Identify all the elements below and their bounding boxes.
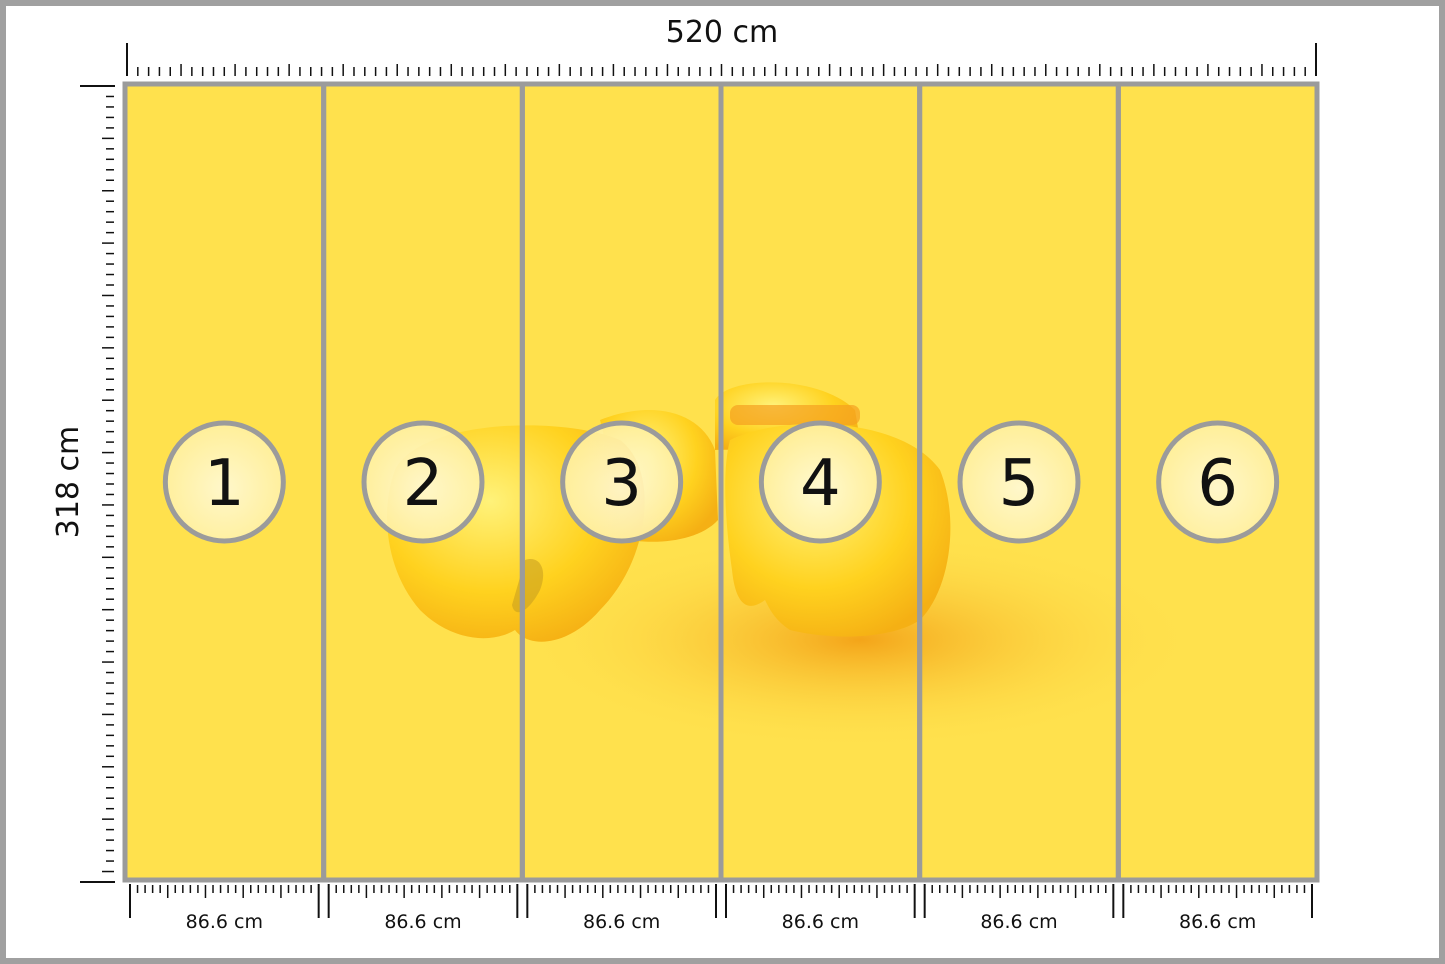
panel-width-label: 86.6 cm (583, 911, 660, 933)
panel-width-label: 86.6 cm (980, 911, 1057, 933)
panel-5: 5 86.6 cm (917, 81, 1121, 933)
panel-width-label: 86.6 cm (1179, 911, 1256, 933)
rulers (80, 43, 1317, 918)
panel-number: 4 (800, 447, 841, 521)
panel-number-circle (758, 420, 882, 544)
panel-number-circle (361, 420, 485, 544)
panel-number: 3 (601, 447, 642, 521)
panel-width-label: 86.6 cm (384, 911, 461, 933)
panel-width-label: 86.6 cm (782, 911, 859, 933)
panel-2: 2 86.6 cm (321, 81, 525, 933)
panel-number: 2 (403, 447, 444, 521)
panel-number-circle (162, 420, 286, 544)
panel-width-label: 86.6 cm (186, 911, 263, 933)
panel-6: 6 86.6 cm (1115, 81, 1320, 933)
panel-grid: 1 86.6 cm 2 86.6 cm 3 86.6 cm 4 86.6 cm 5 86.6 cm… (122, 81, 1320, 933)
panel-number: 5 (999, 447, 1040, 521)
glove-shadow (520, 530, 1200, 750)
panel-3: 3 86.6 cm (519, 81, 724, 933)
width-label: 520 cm (666, 15, 779, 50)
panel-number: 6 (1197, 447, 1238, 521)
panel-number-circle (957, 420, 1081, 544)
panel-number-circle (1156, 420, 1280, 544)
panel-number-circle (560, 420, 684, 544)
panel-number: 1 (204, 447, 245, 521)
height-label: 318 cm (51, 426, 86, 539)
panel-border (1115, 81, 1320, 883)
panel-1: 1 86.6 cm (122, 81, 327, 933)
